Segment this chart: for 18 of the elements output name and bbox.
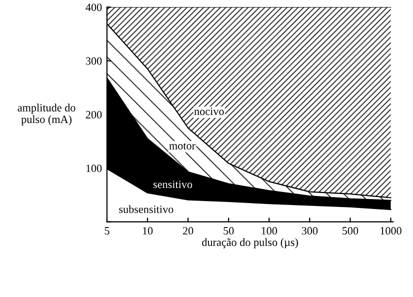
series-label: nocivo — [194, 108, 224, 116]
series-label: subsensitivo — [119, 205, 174, 214]
y-tick-label: 400 — [86, 4, 102, 12]
x-tick-label: 50 — [224, 227, 234, 235]
series-label: motor — [169, 143, 196, 150]
x-tick-label: 10 — [142, 227, 153, 235]
x-axis-title: duração do pulso (µs) — [202, 238, 298, 248]
y-tick-label: 100 — [86, 164, 102, 172]
x-tick-label: 500 — [342, 227, 358, 235]
x-tick-label: 300 — [302, 227, 318, 235]
y-tick-label: 300 — [86, 57, 102, 65]
series-label: sensitivo — [153, 180, 192, 188]
x-tick-label: 5 — [104, 227, 110, 235]
x-tick-label: 1000 — [380, 227, 402, 235]
y-tick-label: 200 — [86, 110, 102, 118]
x-tick-label: 20 — [182, 227, 194, 235]
x-tick-label: 100 — [262, 227, 278, 235]
y-axis-title: amplitude do pulso (mA) — [18, 104, 76, 126]
